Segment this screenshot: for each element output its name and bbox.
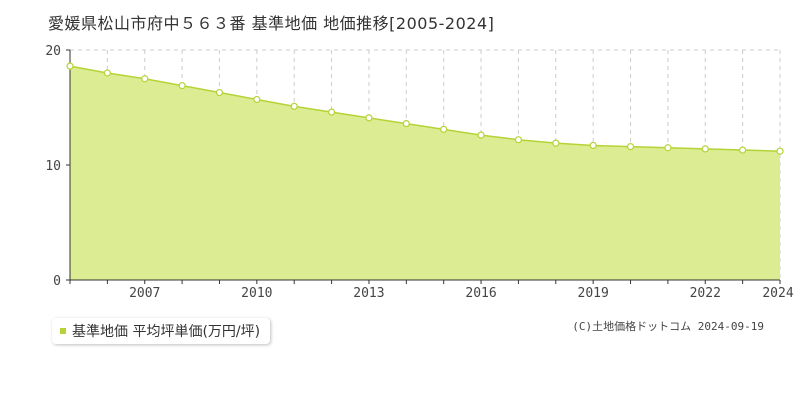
data-point xyxy=(103,69,111,77)
data-point xyxy=(327,108,336,116)
data-point xyxy=(514,136,523,144)
legend-swatch xyxy=(60,328,66,334)
data-point xyxy=(66,62,74,70)
chart-title: 愛媛県松山市府中５６３番 基準地価 地価推移[2005-2024] xyxy=(48,14,495,33)
series-line xyxy=(69,65,781,152)
y-tick-label: 20 xyxy=(45,44,61,59)
data-point xyxy=(440,125,448,133)
legend-label: 基準地価 平均坪単価(万円/坪) xyxy=(72,324,261,340)
data-point xyxy=(776,147,784,155)
axes xyxy=(66,49,781,284)
x-tick-label: 2013 xyxy=(353,286,384,301)
data-point xyxy=(178,82,186,90)
data-point xyxy=(626,143,635,151)
data-point xyxy=(215,88,224,97)
data-point xyxy=(739,146,747,154)
credit-text: (C)土地価格ドットコム 2024-09-19 xyxy=(572,320,764,333)
data-point xyxy=(552,139,560,147)
data-point xyxy=(589,141,597,150)
y-tick-label: 0 xyxy=(53,274,61,289)
x-tick-label: 2010 xyxy=(241,286,272,301)
y-tick-label: 10 xyxy=(45,159,61,174)
data-point xyxy=(402,119,410,128)
data-point xyxy=(701,145,709,153)
x-tick-label: 2022 xyxy=(690,286,721,301)
data-point xyxy=(253,95,261,104)
x-tick-label: 2016 xyxy=(465,286,496,301)
series-area xyxy=(70,66,780,280)
x-tick-label: 2024 xyxy=(762,286,793,301)
data-point xyxy=(477,131,485,139)
data-point xyxy=(365,114,373,122)
legend: 基準地価 平均坪単価(万円/坪) xyxy=(52,318,271,344)
x-tick-label: 2007 xyxy=(129,286,160,301)
data-point xyxy=(290,102,298,110)
data-points xyxy=(66,62,784,155)
x-tick-label: 2019 xyxy=(578,286,609,301)
data-point xyxy=(141,75,149,83)
data-point xyxy=(664,144,672,152)
tick-labels: 0 10 20 2007 2010 2013 2016 2019 2022 2024 xyxy=(45,44,793,301)
